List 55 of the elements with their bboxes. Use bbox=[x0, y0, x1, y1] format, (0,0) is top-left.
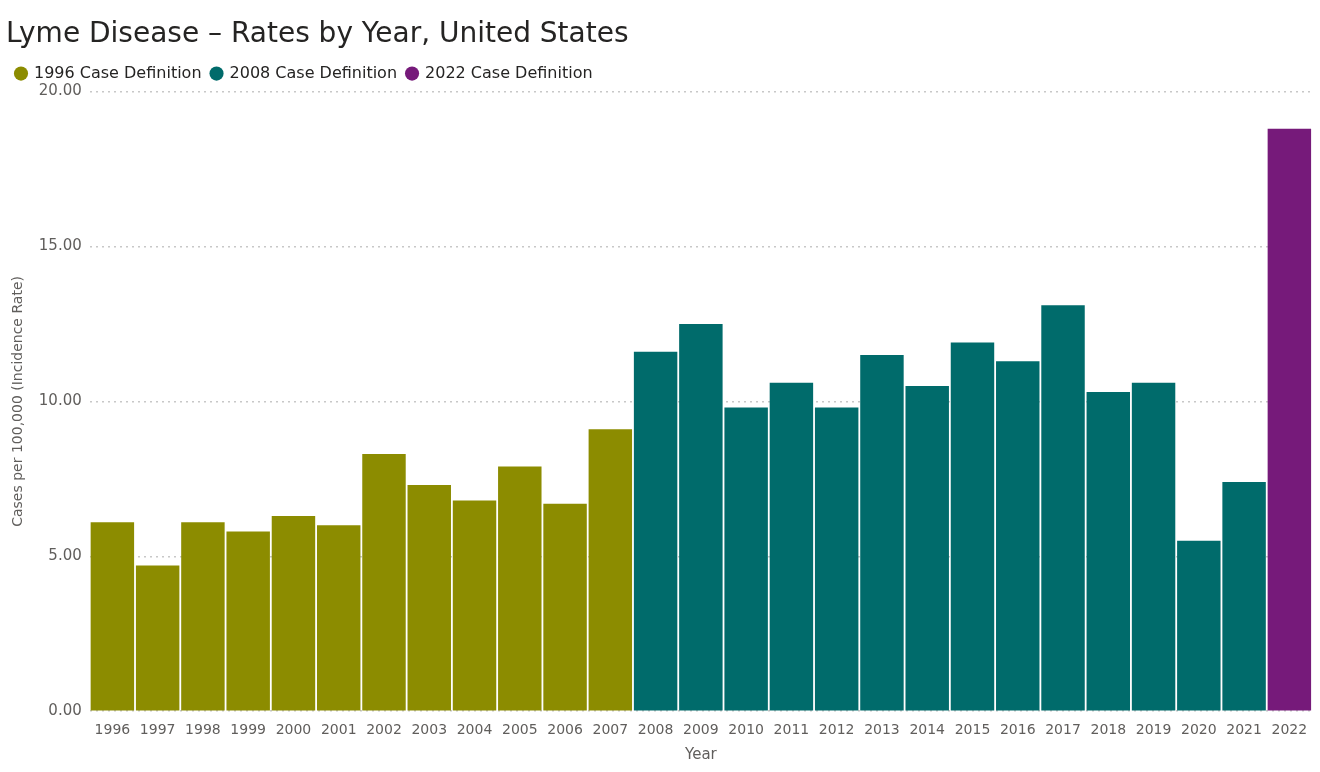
bar bbox=[90, 522, 135, 711]
x-tick-label: 2017 bbox=[1045, 721, 1081, 738]
y-tick-label: 5.00 bbox=[48, 546, 82, 565]
x-tick-label: 2020 bbox=[1181, 721, 1217, 738]
y-tick-label: 0.00 bbox=[48, 701, 82, 720]
y-axis-title: Cases per 100,000 (Incidence Rate) bbox=[9, 275, 26, 527]
x-tick-label: 2001 bbox=[320, 721, 357, 738]
bar bbox=[950, 342, 995, 711]
legend-label: 2008 Case Definition bbox=[229, 62, 398, 82]
bar bbox=[1041, 305, 1085, 711]
bar bbox=[452, 500, 497, 711]
bar bbox=[1267, 128, 1312, 711]
bar bbox=[271, 516, 316, 711]
x-tick-label: 2002 bbox=[366, 721, 402, 738]
x-tick-label: 2012 bbox=[818, 721, 855, 738]
bar bbox=[316, 525, 361, 711]
chart-title: Lyme Disease – Rates by Year, United States bbox=[6, 16, 629, 50]
x-tick-label: 2009 bbox=[683, 721, 719, 738]
x-tick-label: 2006 bbox=[547, 721, 583, 738]
x-tick-label: 2013 bbox=[864, 721, 900, 738]
bar bbox=[814, 407, 859, 711]
bar bbox=[633, 351, 678, 711]
x-tick-label: 2019 bbox=[1135, 721, 1172, 738]
bar bbox=[1131, 382, 1176, 711]
x-tick-label: 2003 bbox=[411, 721, 448, 738]
bar bbox=[769, 382, 814, 711]
x-tick-label: 2010 bbox=[728, 721, 764, 738]
y-tick-label: 15.00 bbox=[38, 236, 82, 255]
x-tick-label: 2021 bbox=[1226, 721, 1262, 738]
x-tick-label: 2022 bbox=[1271, 721, 1308, 738]
bar bbox=[135, 565, 180, 711]
bar bbox=[1086, 392, 1131, 711]
bar bbox=[407, 485, 451, 711]
legend-label: 1996 Case Definition bbox=[34, 62, 202, 82]
x-axis-title: Year bbox=[683, 744, 718, 763]
x-tick-label: 2014 bbox=[909, 721, 946, 738]
y-tick-label: 10.00 bbox=[38, 391, 82, 410]
x-tick-label: 2005 bbox=[501, 721, 538, 738]
bar bbox=[588, 429, 633, 711]
x-tick-label: 1999 bbox=[230, 721, 266, 738]
x-tick-label: 1997 bbox=[139, 721, 176, 738]
bar bbox=[362, 454, 406, 711]
x-tick-label: 1998 bbox=[185, 721, 221, 738]
x-tick-label: 2004 bbox=[456, 721, 493, 738]
x-tick-label: 2008 bbox=[637, 721, 674, 738]
x-tick-label: 2016 bbox=[999, 721, 1036, 738]
x-tick-label: 2007 bbox=[592, 721, 629, 738]
x-tick-label: 2018 bbox=[1090, 721, 1127, 738]
x-tick-label: 2011 bbox=[773, 721, 810, 738]
y-tick-label: 20.00 bbox=[38, 81, 82, 100]
x-tick-label: 2000 bbox=[275, 721, 312, 738]
x-tick-label: 1996 bbox=[94, 721, 131, 738]
x-tick-label: 2015 bbox=[954, 721, 991, 738]
legend-label: 2022 Case Definition bbox=[425, 62, 593, 82]
bar bbox=[996, 361, 1040, 711]
